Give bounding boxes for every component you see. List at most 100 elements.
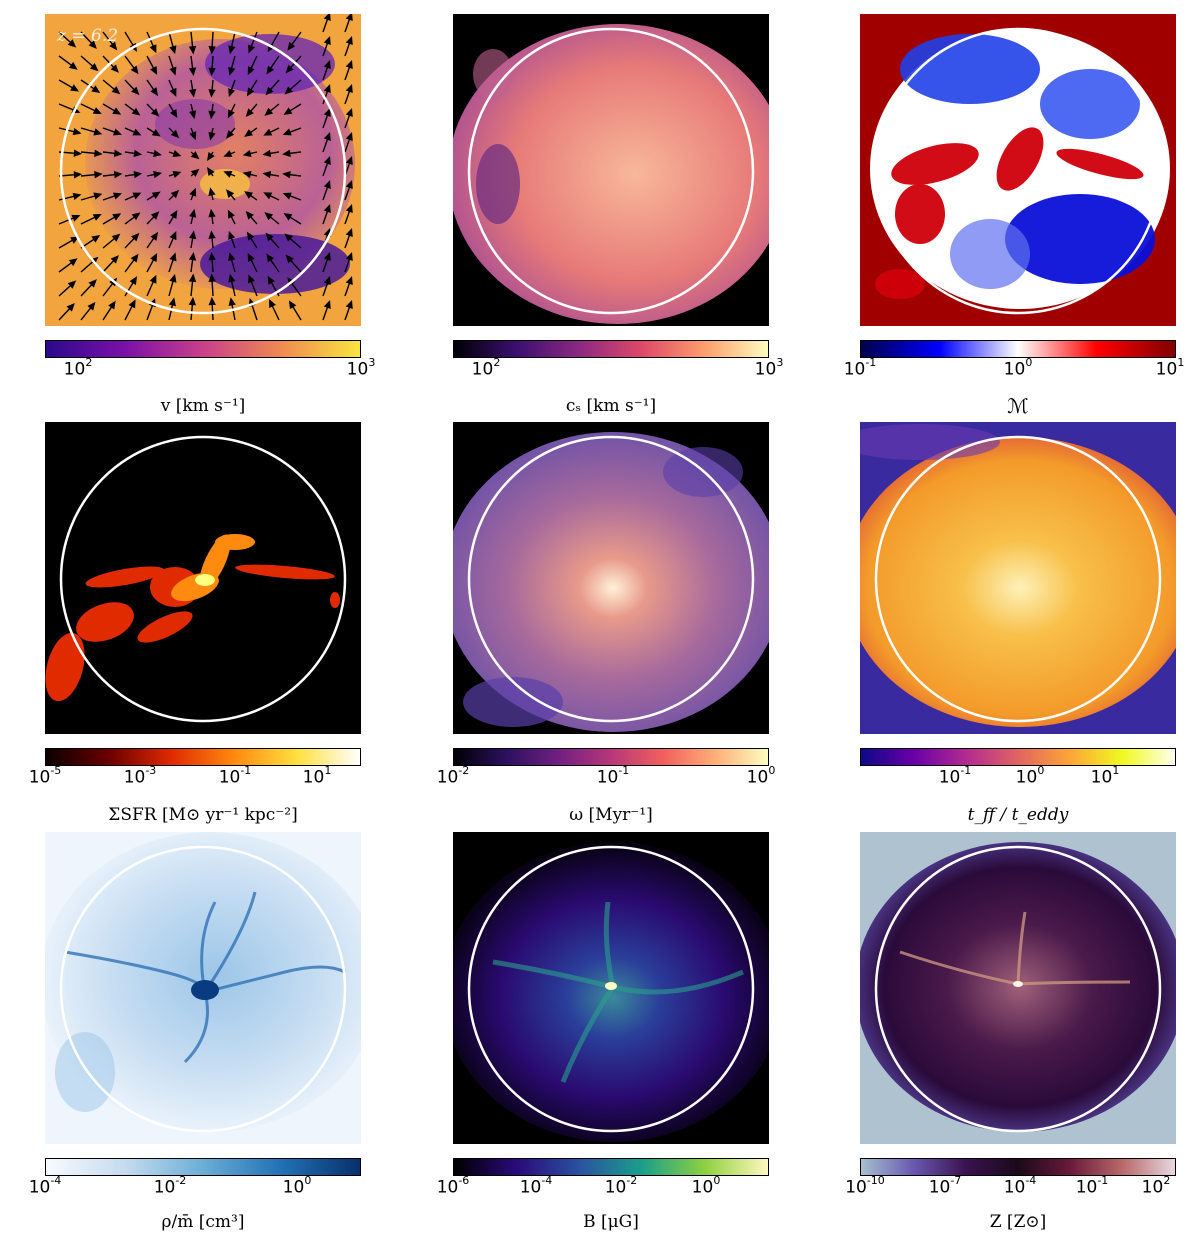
velocity-arrow-head — [323, 275, 331, 285]
velocity-arrow-head — [265, 86, 274, 96]
velocity-arrow-head — [92, 107, 102, 115]
velocity-arrow-head — [208, 131, 216, 141]
velocity-arrow-head — [284, 233, 294, 242]
sound-speed-label: cₛ [km s⁻¹] — [565, 396, 657, 416]
overdensity-label: ρ/m̄ [cm³] — [161, 1212, 245, 1232]
velocity-arrow-head — [323, 179, 331, 189]
velocity-arrow-head — [285, 64, 294, 74]
velocity-arrow-head — [228, 45, 236, 55]
velocity-arrow-head — [267, 275, 275, 285]
velocity-arrow-head — [283, 213, 293, 221]
velocity-arrow-head — [248, 274, 255, 284]
velocity-arrow-head — [189, 131, 197, 141]
velocity-arrow-head — [72, 128, 82, 136]
velocity-arrow-head — [109, 41, 118, 51]
velocity-arrow-head — [71, 214, 81, 222]
velocity-arrow-head — [131, 107, 141, 116]
velocity-arrow-head — [169, 109, 178, 118]
velocity-arrow-head — [94, 149, 103, 157]
velocity-arrow-head — [262, 170, 272, 179]
velocity-arrow-head — [188, 230, 197, 240]
velocity-label: v [km s⁻¹] — [160, 396, 246, 416]
time-ratio-map — [860, 422, 1176, 734]
velocity-arrow-head — [130, 253, 139, 263]
velocity-arrow-head — [112, 192, 122, 200]
velocity-arrow-head — [248, 44, 255, 54]
overdensity-map — [45, 832, 361, 1144]
velocity-arrow-head — [112, 107, 122, 115]
velocity-arrow-head — [228, 297, 236, 306]
velocity-arrow-head — [223, 170, 233, 178]
velocity-arrow-head — [129, 276, 138, 286]
sfr-map — [45, 422, 361, 734]
velocity-arrow-head — [68, 258, 78, 267]
velocity-arrow-head — [169, 66, 177, 76]
mach-label: ℳ — [1007, 394, 1029, 418]
vorticity-map — [453, 422, 769, 734]
velocity-arrow-head — [170, 129, 180, 139]
velocity-arrow-head — [284, 86, 294, 95]
velocity-arrow-head — [283, 107, 293, 115]
velocity-arrow-head — [244, 129, 254, 137]
velocity-arrow-head — [113, 171, 123, 179]
velocity-arrow-head — [228, 230, 236, 240]
velocity-arrow-head — [242, 170, 252, 179]
velocity-arrow-head — [323, 155, 331, 165]
magnetic-field-map — [453, 832, 769, 1144]
velocity-arrow-head — [150, 252, 158, 263]
velocity-arrow-head — [113, 149, 123, 157]
velocity-arrow-head — [190, 168, 200, 177]
magnetic-field-colorbar — [453, 1158, 769, 1176]
velocity-arrow-head — [89, 63, 99, 72]
velocity-arrow-head — [73, 171, 83, 179]
velocity-arrow-head — [70, 236, 80, 244]
velocity-arrow-head — [169, 87, 177, 97]
velocity-arrow-head — [169, 231, 177, 241]
velocity-arrow-head — [345, 83, 353, 93]
velocity-arrow-head — [111, 86, 121, 95]
velocity-arrow-head — [345, 131, 353, 141]
velocity-arrow-head — [172, 150, 182, 158]
velocity-arrow-head — [266, 65, 275, 75]
velocity-arrow-head — [247, 252, 255, 262]
metallicity-ticks: 10-10 10-7 10-4 10-1 102 — [845, 1174, 1171, 1198]
velocity-arrow-head — [287, 41, 296, 51]
time-ratio-ticks: 10-1 100 101 — [938, 764, 1120, 788]
velocity-arrow-head — [208, 208, 216, 218]
velocity-arrow-head — [345, 155, 353, 165]
redshift-label: z = 6.2 — [57, 26, 119, 46]
velocity-arrow-head — [188, 251, 197, 261]
velocity-arrow-head — [131, 232, 140, 242]
overdensity-ticks: 10-4 10-2 100 — [28, 1174, 312, 1198]
sfr-colorbar — [45, 748, 361, 766]
velocity-arrow-head — [208, 251, 216, 261]
velocity-arrow-head — [190, 151, 200, 160]
velocity-arrow-head — [188, 88, 197, 98]
velocity-arrow-head — [345, 251, 353, 261]
velocity-arrow-head — [170, 189, 180, 199]
velocity-arrow-head — [244, 191, 254, 199]
velocity-arrow-head — [262, 149, 272, 158]
velocity-arrow-head — [242, 149, 252, 158]
velocity-arrow-head — [188, 296, 197, 306]
velocity-arrow-head — [226, 130, 235, 139]
velocity-arrow-head — [91, 85, 101, 94]
vorticity-ticks: 10-2 10-1 100 — [436, 764, 776, 788]
sfr-label: ΣSFR [M⊙ yr⁻¹ kpc⁻²] — [108, 805, 298, 825]
velocity-arrow-head — [208, 230, 216, 239]
velocity-arrow-head — [130, 65, 139, 75]
velocity-arrow-head — [151, 129, 161, 137]
velocity-arrow-head — [345, 14, 353, 21]
velocity-arrow-head — [226, 189, 235, 198]
velocity-arrow-head — [282, 171, 291, 179]
velocity-arrow-head — [323, 59, 331, 69]
sound-speed-ticks: 102 103 — [471, 356, 784, 380]
velocity-arrow-head — [150, 108, 160, 117]
velocity-arrow-head — [91, 234, 101, 243]
velocity-arrow-head — [247, 66, 255, 76]
velocity-arrow-head — [263, 128, 273, 136]
velocity-map: z = 6.2 — [45, 14, 361, 326]
vorticity-colorbar — [453, 748, 769, 766]
velocity-arrow-head — [128, 299, 136, 309]
velocity-arrow-head — [246, 87, 255, 97]
